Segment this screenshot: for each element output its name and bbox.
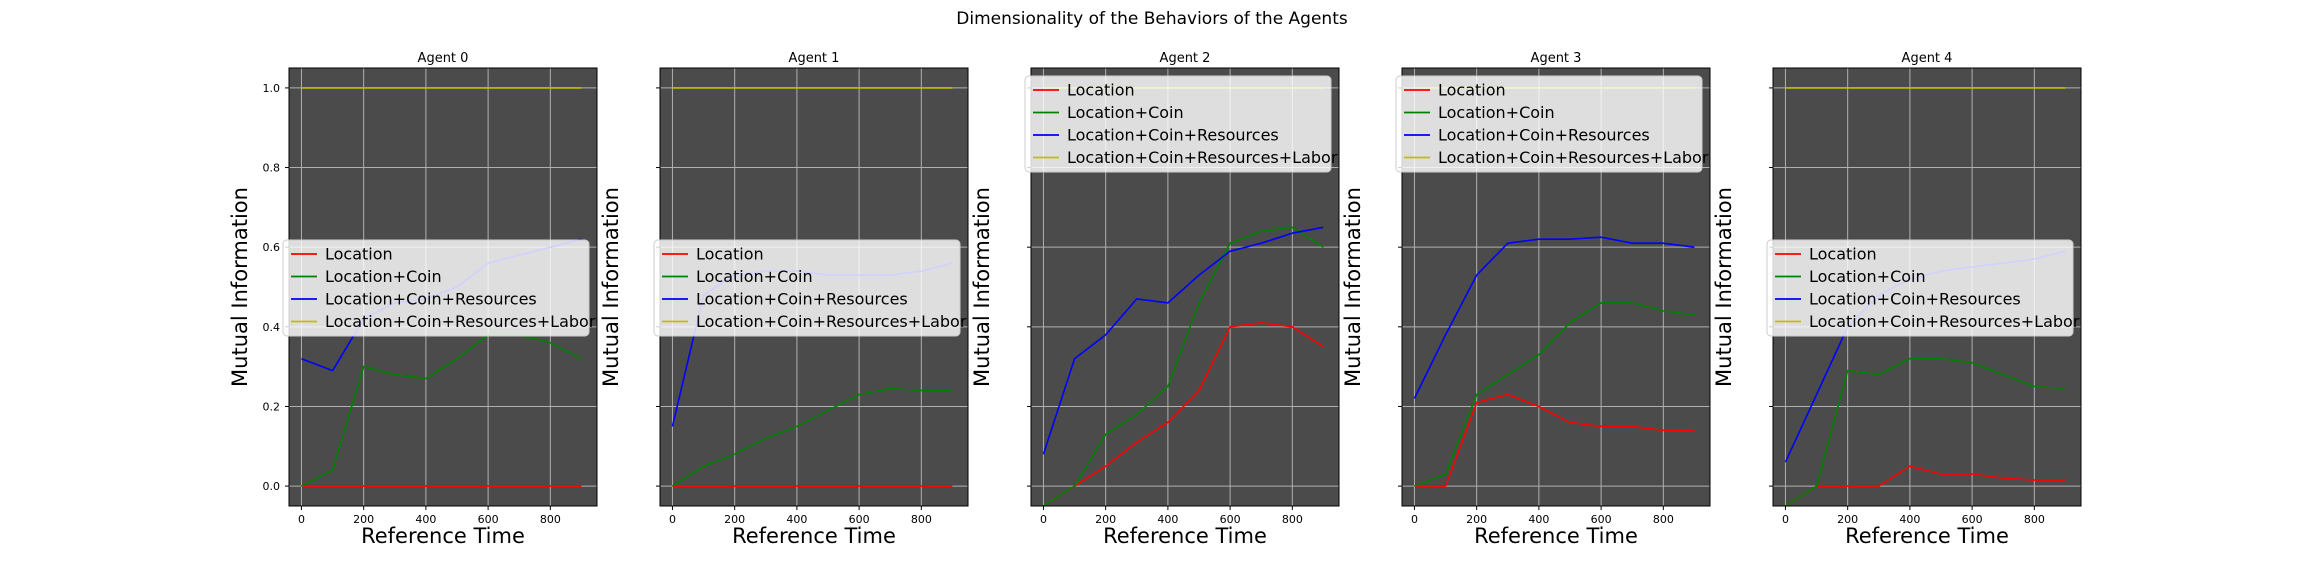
legend: Location Location+Coin Location+Coin+Resou… [653,239,967,337]
legend-box [1766,239,2074,337]
x-tick-label: 400 [1899,513,1920,526]
legend-entry: Location+Coin [1438,103,1555,122]
legend-box [1395,75,1703,173]
x-tick-label: 800 [1282,513,1303,526]
x-tick-label: 800 [540,513,561,526]
subplot-title: Agent 0 [418,51,469,66]
x-tick-label: 0 [1040,513,1047,526]
legend-entry: Location+Coin+Resources+Labor [325,312,596,331]
plot-border [1401,67,1711,507]
y-tick-label: 0.0 [263,480,281,493]
x-axis-label: Reference Time [1103,524,1267,548]
legend-box [1024,75,1332,173]
subplot-agent-2: 0 200 400 600 800 Agent 2 Reference Time Mutual… [970,51,1340,548]
series-line-2 [1042,226,1324,455]
legend-entry: Location+Coin [325,267,442,286]
x-tick-label: 200 [1466,513,1487,526]
subplot-title: Agent 3 [1531,51,1582,66]
legend-entry: Location+Coin+Resources+Labor [1809,312,2080,331]
series-line-0 [1784,465,2066,507]
subplot-title: Agent 1 [789,51,840,66]
series-line-1 [1414,302,1695,487]
x-tick-label: 400 [1157,513,1178,526]
x-tick-label: 800 [2024,513,2045,526]
y-axis-label: Mutual Information [228,187,252,387]
y-axis-label: Mutual Information [1712,187,1736,387]
legend: Location Location+Coin Location+Coin+Resou… [282,239,596,337]
x-tick-label: 600 [849,513,870,526]
legend-entry: Location+Coin+Resources [325,290,537,309]
x-tick-label: 400 [1528,513,1549,526]
x-tick-label: 0 [298,513,305,526]
legend-entry: Location+Coin [1067,103,1184,122]
subplot-agent-3: 0 200 400 600 800 Agent 3 Reference Time Mutual… [1341,51,1711,548]
subplot-title: Agent 4 [1902,51,1953,66]
legend-box [282,239,590,337]
legend-entry: Location+Coin+Resources [696,290,908,309]
legend-entry: Location+Coin [1809,267,1926,286]
x-tick-label: 200 [1095,513,1116,526]
y-axis-label: Mutual Information [1341,187,1365,387]
x-tick-label: 200 [1837,513,1858,526]
subplot-agent-0: 0 200 400 600 800 0.0 0.2 0.4 0.6 0.8 1.0 Agent 0 Re… [228,51,598,548]
legend-entry: Location+Coin+Resources [1067,126,1279,145]
series-line-1 [1042,226,1324,507]
figure-title: Dimensionality of the Behaviors of the A… [956,9,1348,29]
x-axis-label: Reference Time [1845,524,2009,548]
x-axis-label: Reference Time [732,524,896,548]
legend: Location Location+Coin Location+Coin+Resou… [1024,75,1338,173]
subplot-agent-4: 0 200 400 600 800 Agent 4 Reference Time Mutual… [1712,51,2082,548]
x-tick-label: 0 [669,513,676,526]
series-line-2 [1413,236,1695,399]
x-tick-label: 200 [724,513,745,526]
x-tick-label: 0 [1411,513,1418,526]
x-tick-label: 400 [786,513,807,526]
series-line-0 [1042,321,1324,507]
legend-entry: Location [1067,81,1135,100]
x-tick-label: 800 [911,513,932,526]
series-line-1 [1784,357,2066,507]
series-line-0 [1414,393,1695,487]
x-axis-label: Reference Time [361,524,525,548]
x-tick-label: 400 [415,513,436,526]
legend-entry: Location [1809,245,1877,264]
y-axis-label: Mutual Information [970,187,994,387]
legend-entry: Location+Coin+Resources+Labor [1067,148,1338,167]
x-tick-label: 0 [1782,513,1789,526]
legend-entry: Location+Coin+Resources+Labor [1438,148,1709,167]
legend-entry: Location+Coin+Resources [1438,126,1650,145]
legend: Location Location+Coin Location+Coin+Resou… [1766,239,2080,337]
x-tick-label: 600 [1962,513,1983,526]
subplot-title: Agent 2 [1160,51,1211,66]
y-tick-label: 1.0 [263,82,281,95]
legend: Location Location+Coin Location+Coin+Resou… [1395,75,1709,173]
x-tick-label: 200 [353,513,374,526]
x-axis-label: Reference Time [1474,524,1638,548]
series-line-1 [301,333,582,487]
legend-entry: Location [325,245,393,264]
series-line-1 [671,387,953,487]
y-tick-label: 0.8 [263,162,281,175]
y-tick-label: 0.6 [263,241,281,254]
y-axis-label: Mutual Information [599,187,623,387]
legend-entry: Location [696,245,764,264]
legend-box [653,239,961,337]
y-tick-label: 0.4 [263,321,281,334]
plot-border [1030,67,1340,507]
x-tick-label: 800 [1653,513,1674,526]
legend-entry: Location+Coin+Resources [1809,290,2021,309]
x-tick-label: 600 [478,513,499,526]
legend-entry: Location+Coin+Resources+Labor [696,312,967,331]
x-tick-label: 600 [1591,513,1612,526]
legend-entry: Location+Coin [696,267,813,286]
legend-entry: Location [1438,81,1506,100]
subplot-agent-1: 0 200 400 600 800 Agent 1 Reference Time Mutual… [599,51,969,548]
x-tick-label: 600 [1220,513,1241,526]
y-tick-label: 0.2 [263,400,281,413]
